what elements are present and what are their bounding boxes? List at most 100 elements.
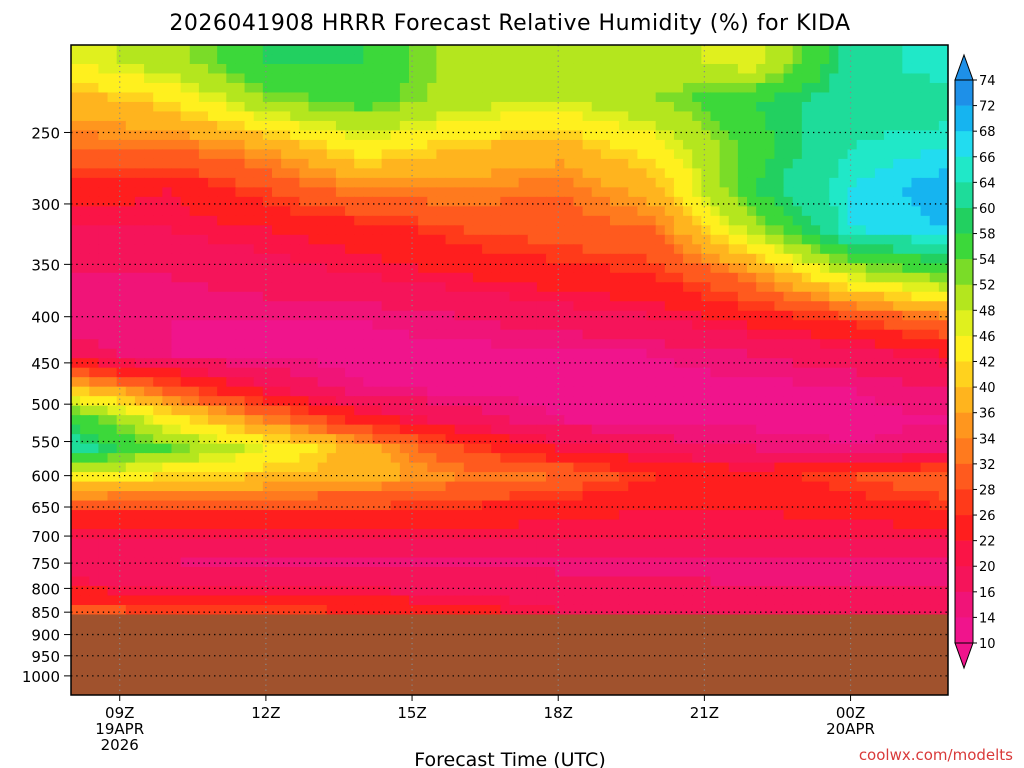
rh-cell-605 <box>335 101 346 113</box>
rh-cell-4794 <box>893 510 903 521</box>
rh-cell-4434 <box>235 481 246 492</box>
rh-cell-4169 <box>445 453 456 464</box>
rh-cell-3840 <box>71 424 81 435</box>
rh-cell-2201 <box>884 253 894 264</box>
rh-cell-1283 <box>390 168 401 179</box>
rh-cell-1123 <box>683 149 693 160</box>
rh-cell-1362 <box>235 177 246 188</box>
rh-cell-2696 <box>144 310 154 321</box>
rh-cell-3030 <box>564 339 575 350</box>
rh-cell-3175 <box>134 358 145 369</box>
rh-cell-3244 <box>765 358 776 369</box>
rh-cell-3414 <box>564 377 575 388</box>
rh-cell-1918 <box>929 225 940 236</box>
rh-cell-2003 <box>829 234 839 245</box>
rh-cell-2315 <box>171 272 182 283</box>
rh-cell-1562 <box>308 196 319 207</box>
rh-cell-759 <box>865 111 876 122</box>
rh-cell-3267 <box>98 367 109 378</box>
rh-cell-1956 <box>399 234 410 245</box>
rh-cell-1849 <box>299 225 310 236</box>
rh-cell-1938 <box>235 234 246 245</box>
rh-cell-354 <box>673 73 684 84</box>
rh-cell-4121 <box>884 443 894 454</box>
rh-cell-4873 <box>737 519 748 530</box>
rh-cell-1896 <box>728 225 739 236</box>
rh-cell-4005 <box>701 434 712 445</box>
rh-cell-1101 <box>482 149 492 160</box>
rh-cell-2754 <box>673 310 684 321</box>
rh-cell-2161 <box>518 253 529 264</box>
rh-cell-4601 <box>884 491 894 502</box>
rh-cell-614 <box>418 101 428 113</box>
rh-cell-3872 <box>363 424 374 435</box>
rh-cell-4950 <box>564 529 575 540</box>
rh-cell-4333 <box>189 472 200 483</box>
rh-cell-4605 <box>920 491 931 502</box>
rh-cell-3794 <box>527 415 538 426</box>
rh-cell-806 <box>418 120 428 132</box>
rh-cell-3877 <box>409 424 419 435</box>
rh-cell-3000 <box>290 339 300 350</box>
rh-cell-980 <box>253 139 264 150</box>
rh-cell-3642 <box>893 396 903 407</box>
rh-cell-3735 <box>865 405 876 416</box>
rh-cell-2834 <box>527 320 538 331</box>
rh-cell-1637 <box>116 206 127 217</box>
rh-cell-3162 <box>893 348 903 359</box>
rh-cell-1925 <box>116 234 127 245</box>
rh-cell-5 <box>116 45 127 56</box>
rh-cell-1235 <box>829 158 839 169</box>
rh-cell-777 <box>153 120 163 132</box>
rh-cell-1857 <box>372 225 383 236</box>
rh-cell-4128 <box>71 453 81 464</box>
rh-cell-4078 <box>491 443 501 454</box>
rh-cell-4226 <box>89 462 100 473</box>
rh-cell-2000 <box>801 234 812 245</box>
rh-cell-4703 <box>938 500 949 511</box>
rh-cell-420 <box>399 82 410 94</box>
rh-cell-364 <box>765 73 776 84</box>
rh-cell-3751 <box>134 415 145 426</box>
rh-cell-1093 <box>409 149 419 160</box>
rh-cell-3291 <box>317 367 328 378</box>
rh-cell-1530 <box>893 187 903 198</box>
rh-cell-3674 <box>308 405 319 416</box>
rh-cell-3828 <box>838 415 849 426</box>
rh-cell-54 <box>564 45 575 56</box>
rh-cell-626 <box>527 101 538 113</box>
rh-cell-2772 <box>838 310 849 321</box>
rh-cell-2426 <box>308 282 319 293</box>
rh-cell-2792 <box>144 320 154 331</box>
rh-cell-2941 <box>628 329 638 340</box>
rh-cell-1062 <box>125 149 136 160</box>
rh-cell-3047 <box>719 339 730 350</box>
rh-cell-2851 <box>683 320 693 331</box>
rh-cell-4146 <box>235 453 246 464</box>
rh-cell-3446 <box>856 377 867 388</box>
rh-cell-1051 <box>902 139 913 150</box>
rh-cell-4895 <box>938 519 949 530</box>
rh-cell-3370 <box>162 377 173 388</box>
rh-cell-4955 <box>609 529 620 540</box>
rh-cell-4654 <box>491 500 501 511</box>
rh-cell-735 <box>646 111 657 122</box>
rh-cell-462 <box>783 82 794 94</box>
rh-cell-136 <box>436 54 447 65</box>
rh-cell-2542 <box>491 291 501 302</box>
rh-cell-242 <box>527 63 538 75</box>
rh-cell-2582 <box>856 291 867 302</box>
rh-cell-3485 <box>335 386 346 397</box>
rh-cell-1567 <box>354 196 364 207</box>
rh-cell-1860 <box>399 225 410 236</box>
rh-cell-3950 <box>198 434 209 445</box>
rh-cell-694 <box>271 111 282 122</box>
rh-cell-669 <box>920 101 931 113</box>
rh-cell-2099 <box>829 244 839 255</box>
rh-cell-3401 <box>445 377 456 388</box>
rh-cell-2705 <box>226 310 237 321</box>
rh-cell-4348 <box>326 472 337 483</box>
rh-cell-2616 <box>290 301 300 312</box>
rh-cell-4421 <box>116 481 127 492</box>
rh-cell-581 <box>116 101 127 113</box>
